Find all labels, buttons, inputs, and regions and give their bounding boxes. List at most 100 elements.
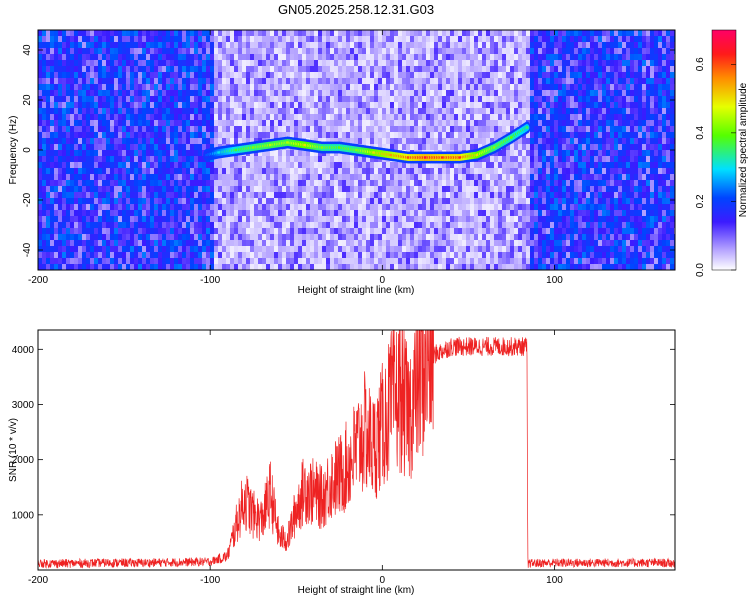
heat-cell: [318, 48, 322, 54]
heat-cell: [146, 222, 150, 228]
heat-cell: [302, 204, 306, 210]
heat-cell: [374, 48, 378, 54]
heat-cell: [346, 264, 350, 270]
heat-cell: [282, 84, 286, 90]
heat-cell: [158, 168, 162, 174]
heat-cell: [442, 78, 446, 84]
heat-cell: [466, 240, 470, 246]
heat-cell: [290, 252, 294, 258]
heat-cell: [482, 102, 486, 108]
heat-cell: [62, 234, 66, 240]
heat-cell: [190, 84, 194, 90]
heat-cell: [326, 204, 330, 210]
heat-cell: [270, 60, 274, 66]
heat-cell: [58, 180, 62, 186]
heat-cell: [290, 126, 294, 132]
heat-cell: [426, 204, 430, 210]
heat-cell: [46, 240, 50, 246]
heat-cell: [190, 162, 194, 168]
heat-cell: [290, 66, 294, 72]
heat-cell: [82, 222, 86, 228]
heat-cell: [286, 96, 290, 102]
heat-cell: [502, 108, 506, 114]
heat-cell: [90, 54, 94, 60]
heat-cell: [246, 234, 250, 240]
heat-cell: [454, 180, 458, 186]
heat-cell: [194, 60, 198, 66]
heat-cell: [162, 30, 166, 36]
heat-cell: [306, 72, 310, 78]
heat-cell: [362, 66, 366, 72]
heat-cell: [478, 234, 482, 240]
heat-cell: [86, 258, 90, 264]
heat-cell: [186, 114, 190, 120]
heat-cell: [410, 30, 414, 36]
heat-cell: [526, 138, 530, 144]
heat-cell: [466, 114, 470, 120]
heat-cell: [122, 30, 126, 36]
heat-cell: [86, 138, 90, 144]
heat-cell: [530, 210, 534, 216]
heat-cell: [510, 30, 514, 36]
heat-cell: [266, 126, 270, 132]
heat-cell: [266, 234, 270, 240]
heat-cell: [438, 60, 442, 66]
heat-cell: [358, 132, 362, 138]
heat-cell: [506, 96, 510, 102]
heat-cell: [78, 204, 82, 210]
heat-cell: [266, 120, 270, 126]
heat-cell: [234, 156, 238, 162]
heat-cell: [442, 120, 446, 126]
heat-cell: [266, 210, 270, 216]
heat-cell: [406, 84, 410, 90]
heat-cell: [166, 192, 170, 198]
heat-cell: [386, 66, 390, 72]
heat-cell: [126, 234, 130, 240]
heat-cell: [218, 66, 222, 72]
heat-cell: [490, 120, 494, 126]
heat-cell: [298, 180, 302, 186]
heat-cell: [82, 102, 86, 108]
heat-cell: [162, 60, 166, 66]
heat-cell: [38, 126, 42, 132]
heat-cell: [194, 246, 198, 252]
heat-cell: [290, 156, 294, 162]
heat-cell: [214, 138, 218, 144]
heat-cell: [42, 204, 46, 210]
heat-cell: [86, 216, 90, 222]
heat-cell: [442, 264, 446, 270]
heat-cell: [70, 54, 74, 60]
heat-cell: [526, 240, 530, 246]
heat-cell: [462, 48, 466, 54]
heat-cell: [274, 48, 278, 54]
heat-cell: [278, 180, 282, 186]
heat-cell: [354, 156, 358, 162]
heat-cell: [506, 48, 510, 54]
heat-cell: [234, 66, 238, 72]
heat-cell: [458, 192, 462, 198]
heat-cell: [494, 168, 498, 174]
heat-cell: [426, 66, 430, 72]
heat-cell: [210, 204, 214, 210]
heat-cell: [218, 204, 222, 210]
heat-cell: [82, 180, 86, 186]
heat-cell: [402, 36, 406, 42]
heat-cell: [158, 78, 162, 84]
heat-cell: [210, 246, 214, 252]
heat-cell: [166, 204, 170, 210]
heat-cell: [314, 174, 318, 180]
heat-cell: [450, 198, 454, 204]
heat-cell: [350, 174, 354, 180]
heat-cell: [286, 216, 290, 222]
heat-cell: [406, 132, 410, 138]
heat-cell: [482, 72, 486, 78]
heat-cell: [486, 210, 490, 216]
heat-cell: [326, 258, 330, 264]
heat-cell: [358, 102, 362, 108]
heat-cell: [206, 138, 210, 144]
heat-cell: [398, 198, 402, 204]
heat-cell: [70, 60, 74, 66]
heat-cell: [166, 210, 170, 216]
heat-cell: [534, 132, 538, 138]
heat-cell: [330, 36, 334, 42]
